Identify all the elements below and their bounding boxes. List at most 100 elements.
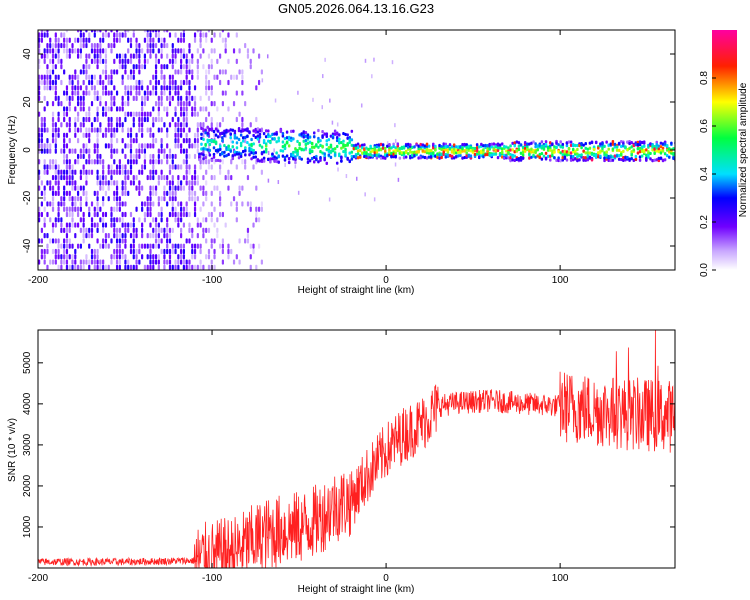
noise-cell [163,122,166,128]
noise-cell [135,42,138,49]
signal-cell [225,146,228,150]
noise-cell [124,64,127,70]
noise-cell [71,201,74,207]
signal-cell [352,144,356,148]
noise-cell [40,37,43,43]
signal-cell [344,132,347,137]
signal-cell [620,139,623,144]
noise-cell [60,122,63,128]
noise-cell [63,243,66,249]
noise-cell [46,30,49,33]
noise-cell [46,32,49,38]
noise-cell [182,116,186,123]
noise-cell [193,264,197,270]
signal-cell [477,155,481,159]
noise-cell [132,254,135,260]
noise-cell [171,48,174,54]
signal-cell [298,155,301,160]
noise-cell [191,248,194,255]
signal-cell [630,150,633,154]
noise-cell [96,211,99,218]
signal-cell [548,154,552,158]
noise-cell [193,180,197,186]
noise-cell [213,101,216,107]
noise-cell [60,259,63,265]
noise-cell [157,37,160,43]
signal-cell [379,142,383,146]
noise-cell [63,206,66,212]
noise-cell [168,74,172,80]
noise-cell [96,264,99,270]
noise-cell [79,264,82,270]
signal-cell [630,157,633,161]
noise-cell [85,90,88,96]
noise-cell [104,101,108,107]
noise-cell [177,164,180,170]
signal-cell [281,134,285,138]
noise-cell [49,69,52,75]
noise-cell [260,259,263,265]
signal-cell [321,134,324,138]
noise-cell [132,238,135,244]
signal-cell [511,158,514,162]
signal-cell [567,140,571,144]
signal-cell [415,150,418,154]
noise-cell [74,116,77,123]
noise-cell [163,64,166,70]
noise-cell [102,111,105,117]
signal-cell [636,140,640,144]
signal-cell [653,158,656,162]
signal-cell [515,149,519,153]
noise-speck [321,105,324,110]
noise-cell [104,143,108,149]
noise-cell [110,206,113,212]
noise-cell [213,264,216,270]
noise-cell [135,138,138,144]
noise-cell [143,159,147,165]
signal-cell [394,146,397,150]
noise-cell [227,185,230,191]
noise-cell [166,42,169,49]
signal-cell [448,146,452,151]
noise-cell [104,90,108,96]
noise-cell [38,217,41,223]
noise-cell [227,32,230,38]
noise-speck [328,151,331,156]
noise-cell [63,132,66,138]
noise-cell [51,222,55,228]
noise-cell [51,64,55,70]
noise-cell [188,169,191,175]
noise-cell [196,74,199,80]
signal-cell [404,150,408,154]
noise-cell [213,248,216,255]
signal-cell [536,154,539,158]
noise-cell [43,48,46,54]
noise-cell [85,196,88,202]
signal-cell [292,153,295,158]
noise-cell [110,127,113,133]
signal-cell [503,156,506,160]
noise-cell [149,159,152,165]
signal-cell [496,148,500,152]
noise-cell [68,48,71,54]
noise-cell [49,37,52,43]
noise-cell [96,153,99,160]
signal-cell [438,156,441,160]
signal-cell [208,153,212,157]
noise-cell [135,111,138,117]
noise-cell [85,132,88,138]
signal-cell [267,129,270,133]
signal-cell [657,144,661,148]
noise-cell [157,101,160,107]
noise-cell [210,85,213,91]
noise-cell [182,259,186,265]
signal-cell [617,142,621,146]
noise-cell [115,30,119,33]
signal-cell [369,144,372,148]
signal-cell [665,148,669,152]
noise-cell [157,227,160,233]
noise-cell [174,127,177,133]
noise-cell [51,259,55,265]
signal-cell [239,154,243,159]
